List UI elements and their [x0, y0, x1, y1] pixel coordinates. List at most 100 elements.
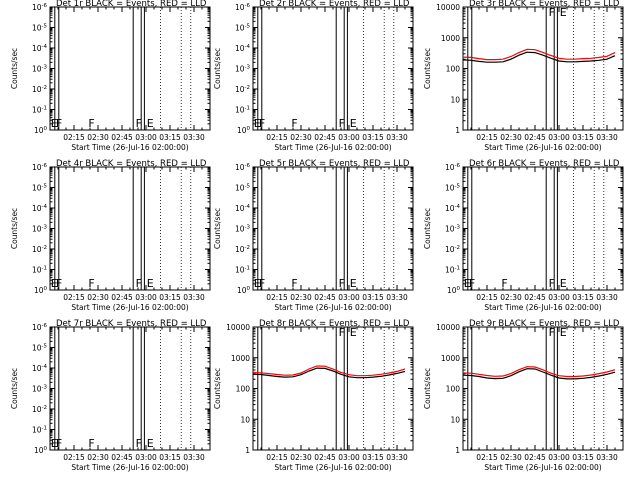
x-tick-label: 02:15 [266, 453, 288, 462]
series-line [252, 367, 406, 379]
x-tick-label: 02:15 [266, 293, 288, 302]
flag-label: E [350, 277, 357, 290]
x-tick-label: 02:45 [111, 133, 133, 142]
y-tick-label: 1000 [441, 34, 460, 43]
y-axis-label: Counts/sec [213, 48, 222, 89]
y-tick-label: 10-5 [235, 184, 251, 193]
y-tick-label: 10-6 [235, 3, 251, 12]
detector-panel: Det 9r BLACK = Events, RED = LLD 1 10 100 10… [423, 319, 624, 472]
y-tick-label: 10-4 [32, 44, 48, 53]
flag-label: F [469, 277, 475, 290]
flag-label: F [136, 437, 142, 450]
y-tick-label: 10-6 [32, 163, 48, 172]
y-tick-label: 10-4 [235, 204, 251, 213]
y-tick-label: 10-2 [235, 245, 250, 254]
x-tick-label: 03:30 [183, 133, 205, 142]
x-tick-label: 02:30 [500, 293, 522, 302]
y-tick-label: 100 [446, 65, 461, 74]
series-line [462, 368, 616, 380]
x-tick-label: 02:45 [111, 293, 133, 302]
y-axis-label: Counts/sec [423, 48, 432, 89]
x-tick-label: 03:15 [159, 293, 181, 302]
detector-panel: Det 7r BLACK = Events, RED = LLD 100 10-1 1… [10, 319, 211, 472]
x-tick-label: 03:15 [362, 293, 384, 302]
flag-label: F [549, 326, 555, 339]
y-tick-label: 10-3 [235, 65, 251, 74]
x-tick-label: 02:15 [63, 453, 85, 462]
y-tick-label: 1 [455, 446, 460, 455]
y-tick-label: 10-6 [32, 323, 48, 332]
y-tick-label: 10-1 [235, 106, 250, 115]
flag-label: F [88, 277, 94, 290]
y-tick-label: 10-1 [445, 266, 460, 275]
y-tick-label: 10-2 [235, 85, 250, 94]
x-tick-label: 02:30 [290, 133, 312, 142]
flag-label: E [560, 6, 567, 19]
x-tick-label: 03:15 [159, 133, 181, 142]
y-axis-label: Counts/sec [213, 208, 222, 249]
flag-label: E [147, 117, 154, 130]
flag-label: F [88, 117, 94, 130]
y-tick-label: 10-6 [445, 163, 461, 172]
flag-label: F [88, 437, 94, 450]
x-tick-label: 02:30 [87, 293, 109, 302]
flag-label: E [51, 117, 58, 130]
y-tick-label: 10 [450, 415, 460, 424]
x-tick-label: 03:30 [386, 293, 408, 302]
y-tick-label: 100 [237, 286, 251, 295]
y-tick-label: 100 [447, 286, 461, 295]
x-tick-label: 02:45 [524, 453, 546, 462]
x-tick-label: 02:45 [524, 293, 546, 302]
flag-label: F [56, 437, 62, 450]
flag-label: F [291, 277, 297, 290]
x-axis-label: Start Time (26-Jul-16 02:00:00) [274, 143, 391, 152]
x-tick-label: 02:45 [314, 293, 336, 302]
plot-frame [462, 326, 624, 451]
x-tick-label: 02:45 [111, 453, 133, 462]
y-tick-label: 10-6 [235, 163, 251, 172]
flag-label: E [51, 277, 58, 290]
plot-frame [462, 166, 624, 291]
flag-label: F [56, 117, 62, 130]
series-line [462, 366, 616, 378]
flag-label: F [339, 326, 345, 339]
y-tick-label: 10-2 [32, 405, 47, 414]
y-tick-label: 10-6 [32, 3, 48, 12]
x-tick-label: 03:30 [386, 453, 408, 462]
y-tick-label: 100 [34, 286, 48, 295]
x-tick-label: 03:00 [548, 133, 570, 142]
y-tick-label: 10-3 [235, 225, 251, 234]
y-tick-label: 10-4 [32, 204, 48, 213]
y-tick-label: 10-3 [32, 225, 48, 234]
x-tick-label: 02:15 [476, 453, 498, 462]
x-axis-label: Start Time (26-Jul-16 02:00:00) [484, 143, 601, 152]
detector-panel: Det 1r BLACK = Events, RED = LLD 100 10-1 1… [10, 0, 211, 152]
x-tick-label: 02:15 [63, 133, 85, 142]
y-tick-label: 1 [455, 126, 460, 135]
y-tick-label: 10-5 [32, 344, 48, 353]
flag-label: E [147, 437, 154, 450]
detector-panel: Det 6r BLACK = Events, RED = LLD 100 10-1 1… [423, 159, 624, 312]
y-tick-label: 10-5 [32, 184, 48, 193]
y-tick-label: 100 [34, 446, 48, 455]
x-tick-label: 03:30 [596, 453, 618, 462]
x-tick-label: 02:30 [290, 293, 312, 302]
x-tick-label: 02:30 [87, 133, 109, 142]
y-axis-label: Counts/sec [10, 368, 19, 409]
y-tick-label: 10-1 [32, 426, 47, 435]
y-tick-label: 10-3 [445, 225, 461, 234]
flag-label: F [259, 117, 265, 130]
y-tick-label: 10000 [436, 323, 460, 332]
panel-title: Det 4r BLACK = Events, RED = LLD [56, 159, 207, 169]
x-tick-label: 03:30 [386, 133, 408, 142]
y-tick-label: 10-2 [445, 245, 460, 254]
flag-label: F [549, 6, 555, 19]
x-tick-label: 02:30 [290, 453, 312, 462]
x-axis-label: Start Time (26-Jul-16 02:00:00) [484, 303, 601, 312]
y-tick-label: 10 [240, 415, 250, 424]
y-tick-label: 10-4 [235, 44, 251, 53]
x-tick-label: 03:15 [362, 453, 384, 462]
plot-frame [462, 6, 624, 131]
y-tick-label: 100 [446, 385, 461, 394]
x-axis-label: Start Time (26-Jul-16 02:00:00) [71, 303, 188, 312]
